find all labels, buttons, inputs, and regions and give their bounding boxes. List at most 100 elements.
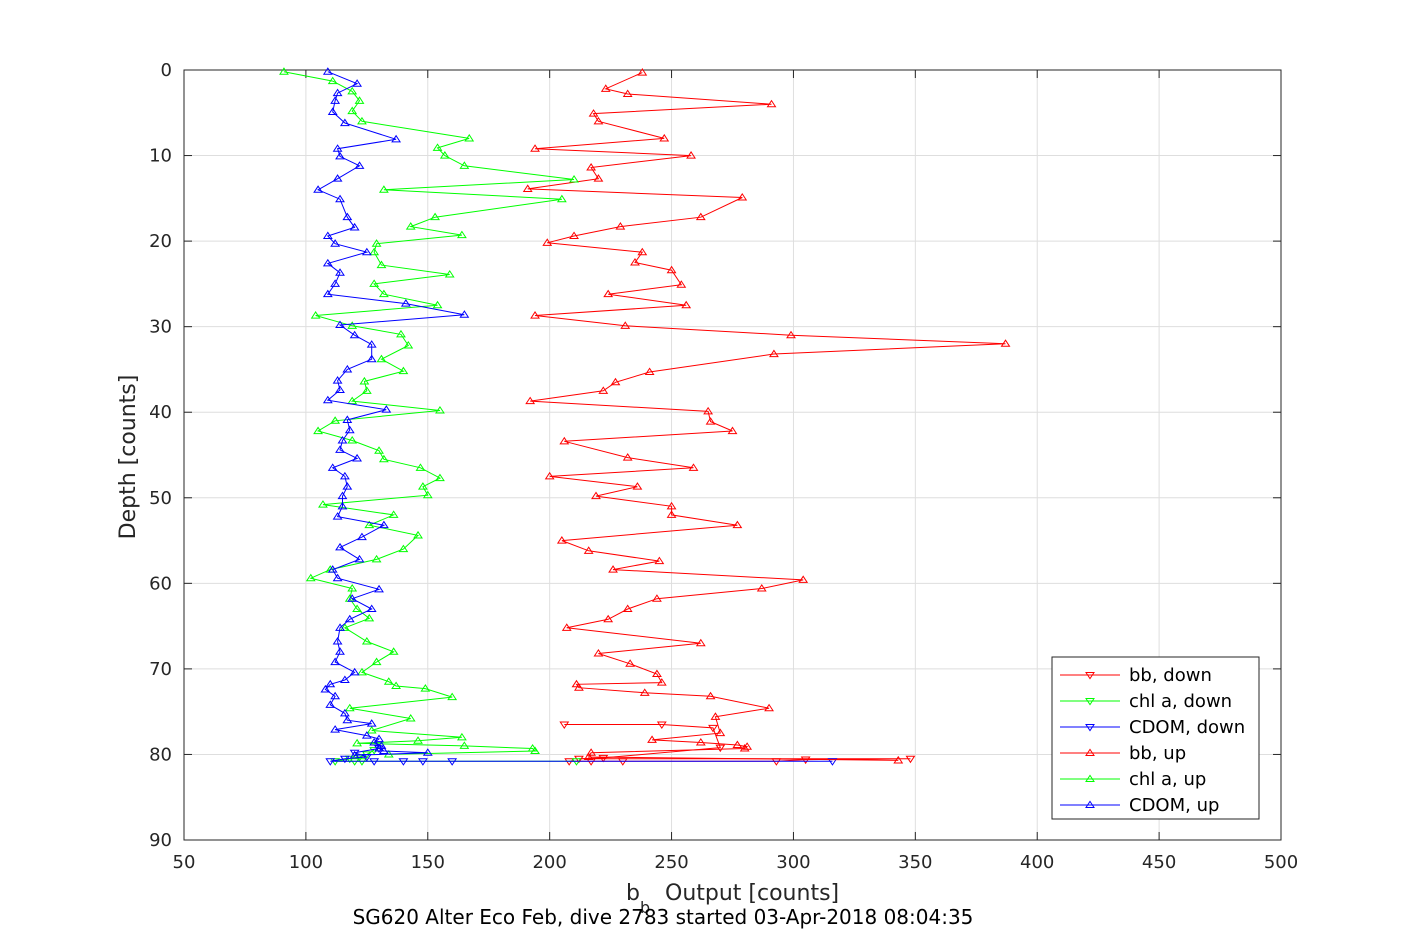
data-point-bb-down [715,744,726,753]
data-point-cdom-up [354,554,365,563]
x-axis-label-symbol: b [626,881,640,906]
data-point-bb-up [686,151,696,159]
legend-marker [1085,671,1095,680]
data-point-chl-a-up [374,446,384,454]
legend-entry-chl-a-down: chl a, down [1060,691,1232,712]
data-point-cdom-up [322,231,333,239]
data-point-chl-a-up [456,732,467,741]
legend-marker [1085,800,1095,809]
data-point-bb-up [688,463,699,471]
data-point-bb-up [591,491,601,500]
data-point-cdom-up [339,708,350,717]
data-point-cdom-up [313,185,324,193]
y-axis-label: Depth [counts] [116,375,141,540]
data-point-bb-up [625,659,636,667]
legend-label: bb, down [1129,665,1212,686]
data-point-chl-a-up [396,329,406,338]
data-point-bb-up [586,748,597,756]
data-point-cdom-up [327,463,338,471]
data-point-chl-a-up [347,583,358,592]
data-point-bb-down [586,758,597,766]
legend-entry-cdom-up: CDOM, up [1060,795,1219,816]
data-point-bb-up [559,436,570,445]
data-point-bb-up [644,367,655,376]
data-point-cdom-up [339,471,350,480]
data-point-cdom-up [366,719,377,727]
data-point-chl-a-up [439,151,450,159]
data-point-chl-a-up [456,230,467,239]
data-point-cdom-up [332,88,343,97]
data-point-chl-a-down [357,758,367,766]
data-point-cdom-up [342,715,353,724]
x-axis-label-subscript: b [640,898,650,917]
data-point-chl-a-down [571,758,582,766]
x-axis-label: b b Output [counts] [626,881,839,917]
data-point-chl-a-up [347,106,358,115]
data-point-chl-a-up [359,376,370,385]
data-point-cdom-up [330,691,341,700]
data-point-bb-up [769,349,779,358]
data-point-bb-up [588,109,599,117]
y-tick-label: 50 [149,488,172,509]
data-point-bb-up [695,638,706,647]
data-point-cdom-up [400,299,411,307]
data-point-bb-up [666,510,677,518]
legend-entry-bb-up: bb, up [1060,743,1186,764]
data-point-bb-up [666,265,677,274]
data-point-bb-up [654,556,665,565]
data-point-cdom-up [335,445,345,453]
data-point-bb-up [622,453,633,461]
data-point-chl-a-up [388,510,399,518]
data-point-chl-a-up [435,405,445,414]
data-point-bb-up [615,222,626,230]
x-tick-label: 100 [289,852,323,873]
data-point-cdom-up [330,239,341,247]
data-point-cdom-down [349,749,360,758]
legend-label: CDOM, down [1129,717,1245,738]
data-point-chl-a-up [444,269,455,278]
data-point-chl-a-up [405,222,416,230]
x-tick-label: 50 [173,852,196,873]
legend-entry-cdom-down: CDOM, down [1060,717,1245,738]
data-point-chl-a-up [432,300,443,309]
data-point-cdom-up [354,161,365,169]
data-point-chl-a-up [413,530,423,539]
y-tick-label: 70 [149,659,172,680]
data-point-chl-a-up [376,354,387,363]
data-point-chl-a-up [369,279,380,287]
plot-area-frame [183,69,1282,841]
data-point-cdom-up [349,750,360,759]
data-point-bb-down [617,758,628,766]
data-point-cdom-up [322,289,333,298]
legend-entry-bb-down: bb, down [1060,665,1212,686]
data-point-chl-a-up [344,703,355,712]
data-point-chl-a-up [430,212,441,221]
data-point-cdom-up [332,573,343,582]
data-point-chl-a-up [371,239,382,247]
data-point-chl-a-up [435,473,445,482]
data-point-bb-up [556,536,567,544]
data-point-bb-up [583,752,594,761]
data-point-bb-up [544,471,555,480]
legend-marker [1085,697,1095,706]
y-tick-label: 10 [149,146,172,167]
data-point-cdom-up [332,636,343,645]
data-point-chl-a-up [347,86,358,95]
legend-marker [1085,723,1095,732]
legend-label: chl a, down [1129,691,1232,712]
y-tick-label: 40 [149,402,172,423]
data-point-chl-a-up [422,490,433,499]
data-point-bb-up [603,289,614,298]
legend-marker [1085,748,1095,757]
x-tick-label: 150 [411,852,445,873]
data-point-chl-a-up [339,623,350,631]
data-point-chl-a-up [530,746,540,755]
data-point-cdom-up [337,491,348,500]
data-point-cdom-up [352,453,363,462]
data-point-bb-up [583,546,594,554]
data-point-cdom-up [335,623,345,631]
data-point-bb-up [705,691,716,700]
data-point-cdom-up [322,395,333,404]
data-point-bb-up [571,679,582,688]
